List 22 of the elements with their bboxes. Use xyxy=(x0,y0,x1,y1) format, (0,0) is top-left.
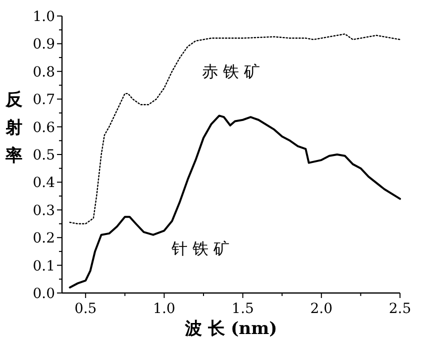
y-tick-label: 0.8 xyxy=(32,64,55,80)
y-tick-label: 0.2 xyxy=(32,230,55,247)
x-axis-title: 波 长 (nm) xyxy=(184,319,278,339)
series-label: 针 铁 矿 xyxy=(170,239,230,258)
y-axis-title: 反射率 xyxy=(4,90,22,166)
y-tick-label: 0.7 xyxy=(32,92,55,108)
line-series xyxy=(68,114,401,288)
series-label: 赤 铁 矿 xyxy=(202,62,260,81)
y-tick-label: 1.0 xyxy=(32,9,55,25)
y-tick-label: 0.1 xyxy=(32,258,55,274)
y-tick-label: 0.4 xyxy=(32,175,56,192)
x-tick-label: 1.5 xyxy=(232,301,254,317)
x-tick-label: 2.0 xyxy=(310,301,333,317)
y-tick-label: 0.9 xyxy=(32,36,55,53)
x-tick-label: 1.0 xyxy=(153,301,176,317)
x-tick-label: 0.5 xyxy=(74,301,97,317)
y-tick-label: 0.6 xyxy=(32,120,56,136)
x-tick-label: 2.5 xyxy=(388,301,412,317)
y-tick-label: 0.3 xyxy=(32,202,55,219)
y-tick-label: 0.5 xyxy=(32,148,55,164)
line-series xyxy=(69,33,401,224)
y-tick-label: 0.0 xyxy=(32,286,55,302)
